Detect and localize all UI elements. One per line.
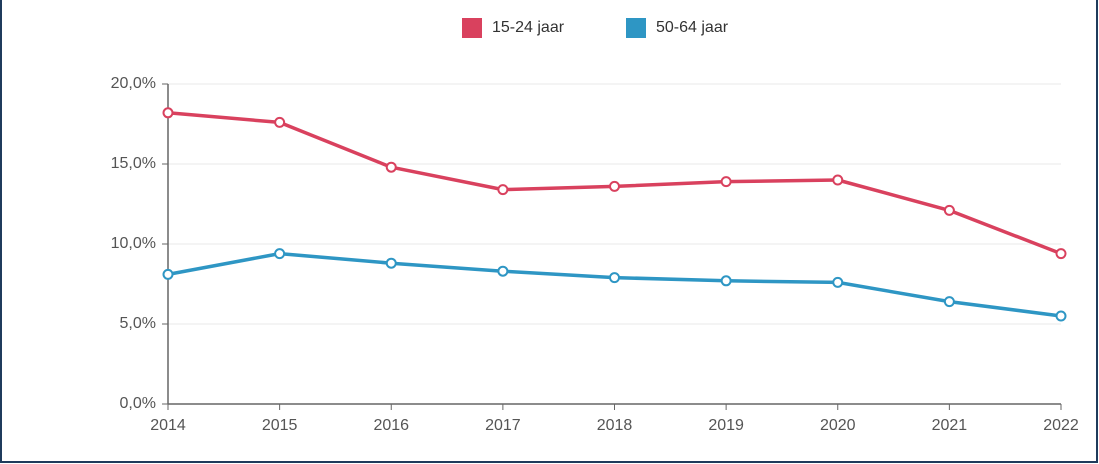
x-tick-label: 2022 [1043,417,1079,434]
point [720,176,732,188]
point [832,174,844,186]
point [497,184,509,196]
point [385,161,397,173]
x-tick-label: 2016 [373,417,409,434]
point [274,248,286,260]
point [1055,248,1067,260]
legend-text: 50-64 jaar [656,19,729,36]
y-tick-label: 5,0% [120,315,156,332]
x-tick-label: 2020 [820,417,856,434]
point [385,257,397,269]
legend-swatch [626,18,646,38]
series-line [167,251,1062,318]
y-tick-label: 20,0% [111,75,156,92]
x-tick-label: 2014 [150,417,186,434]
x-tick-label: 2015 [262,417,298,434]
point [162,107,174,119]
point [943,204,955,216]
legend-text: 15-24 jaar [492,19,565,36]
point [274,116,286,128]
point [497,265,509,277]
y-tick-label: 15,0% [111,155,156,172]
x-tick-label: 2018 [597,417,633,434]
point [1055,310,1067,322]
x-tick-label: 2017 [485,417,521,434]
point [162,268,174,280]
x-tick-label: 2019 [708,417,744,434]
point [832,276,844,288]
y-tick-label: 0,0% [120,395,156,412]
x-tick-label: 2021 [932,417,968,434]
point [609,180,620,192]
y-tick-label: 10,0% [111,235,156,252]
point [720,275,732,287]
point [943,296,955,308]
legend-swatch [462,18,482,38]
point [609,272,620,284]
